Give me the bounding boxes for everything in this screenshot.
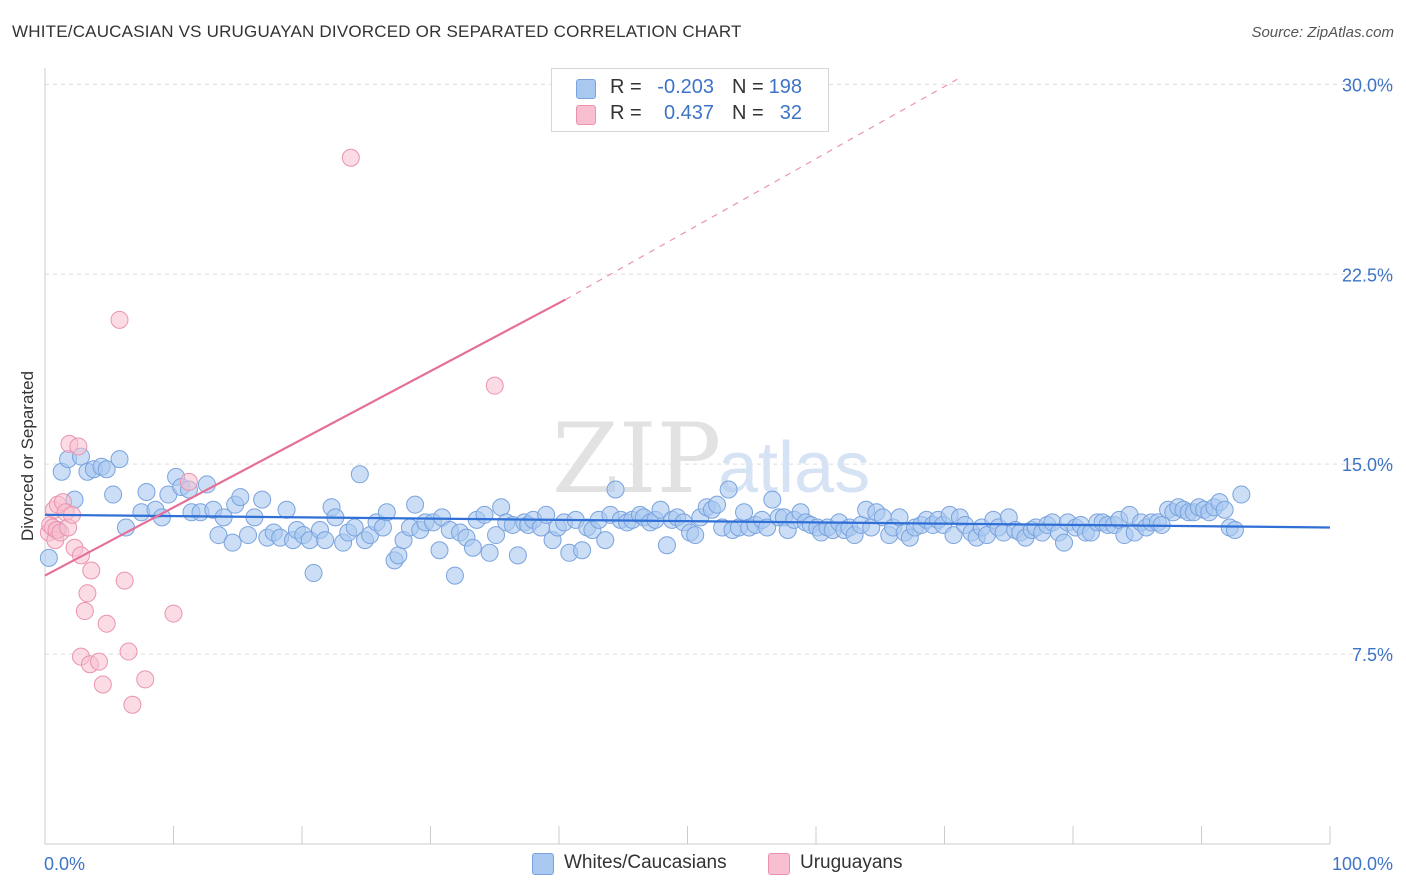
trend-lines <box>44 78 1331 577</box>
legend-n-label: N = <box>732 102 764 124</box>
point-whites-caucasians <box>39 548 58 567</box>
point-uruguayans <box>97 614 116 633</box>
point-whites-caucasians <box>475 505 494 524</box>
point-whites-caucasians <box>104 485 123 504</box>
point-whites-caucasians <box>239 526 258 545</box>
point-uruguayans <box>179 472 198 491</box>
point-whites-caucasians <box>110 450 129 469</box>
watermark-zip: ZIP <box>552 403 721 515</box>
point-uruguayans <box>341 148 360 167</box>
point-uruguayans <box>89 652 108 671</box>
point-whites-caucasians <box>487 526 506 545</box>
point-whites-caucasians <box>389 546 408 565</box>
legend-r-value: 0.437 <box>663 102 714 124</box>
point-uruguayans <box>123 695 142 714</box>
point-whites-caucasians <box>137 483 156 502</box>
point-whites-caucasians <box>463 538 482 557</box>
point-whites-caucasians <box>253 490 272 509</box>
bottom-legend-label-uruguayans: Uruguayans <box>800 852 903 873</box>
point-whites-caucasians <box>277 500 296 519</box>
legend-swatch-pink <box>576 105 596 125</box>
point-uruguayans <box>110 310 129 329</box>
legend-r-value: -0.203 <box>657 76 714 98</box>
trend-line-uruguayans <box>44 298 566 577</box>
point-whites-caucasians <box>350 465 369 484</box>
y-tick-label: 22.5% <box>1342 265 1393 285</box>
point-whites-caucasians <box>430 541 449 560</box>
point-uruguayans <box>78 584 97 603</box>
point-whites-caucasians <box>209 526 228 545</box>
point-uruguayans <box>75 602 94 621</box>
point-whites-caucasians <box>223 533 242 552</box>
point-uruguayans <box>82 561 101 580</box>
axes <box>44 68 1331 845</box>
chart-title: WHITE/CAUCASIAN VS URUGUAYAN DIVORCED OR… <box>12 22 742 41</box>
bottom-legend-swatch-blue <box>532 853 554 875</box>
bottom-legend-label-whites: Whites/Caucasians <box>564 852 727 873</box>
point-whites-caucasians <box>651 500 670 519</box>
point-whites-caucasians <box>1232 485 1251 504</box>
point-whites-caucasians <box>373 518 392 537</box>
watermark: ZIP atlas <box>552 403 870 515</box>
point-whites-caucasians <box>508 546 527 565</box>
legend-r-label: R = <box>610 76 642 98</box>
point-whites-caucasians <box>316 531 335 550</box>
point-whites-caucasians <box>606 480 625 499</box>
point-whites-caucasians <box>1225 521 1244 540</box>
point-whites-caucasians <box>596 531 615 550</box>
point-whites-caucasians <box>377 503 396 522</box>
point-whites-caucasians <box>719 480 738 499</box>
point-whites-caucasians <box>763 490 782 509</box>
point-uruguayans <box>93 675 112 694</box>
correlation-legend: R = -0.203 N = 198 R = 0.437 N = 32 <box>551 68 829 132</box>
point-whites-caucasians <box>304 564 323 583</box>
point-whites-caucasians <box>758 518 777 537</box>
bottom-legend-swatch-pink <box>768 853 790 875</box>
point-whites-caucasians <box>657 536 676 555</box>
y-tick-label: 7.5% <box>1352 645 1393 665</box>
point-whites-caucasians <box>97 460 116 479</box>
point-uruguayans <box>164 604 183 623</box>
y-tick-labels: 7.5% 15.0% 22.5% 30.0% <box>1342 75 1393 665</box>
point-whites-caucasians <box>573 541 592 560</box>
trend-line-uruguayans-extrapolated <box>565 78 958 301</box>
point-uruguayans <box>115 571 134 590</box>
point-whites-caucasians <box>1215 500 1234 519</box>
point-whites-caucasians <box>708 495 727 514</box>
series-whites-caucasians <box>39 447 1251 585</box>
y-tick-label: 30.0% <box>1342 75 1393 95</box>
point-uruguayans <box>69 437 88 456</box>
legend-n-value: 32 <box>779 102 802 124</box>
point-uruguayans <box>485 376 504 395</box>
legend-n-value: 198 <box>768 76 802 98</box>
legend-r-label: R = <box>610 102 642 124</box>
point-whites-caucasians <box>445 566 464 585</box>
legend-n-label: N = <box>732 76 764 98</box>
point-whites-caucasians <box>231 488 250 507</box>
x-tick-labels: 0.0% 100.0% <box>44 854 1393 874</box>
y-tick-label: 15.0% <box>1342 455 1393 475</box>
point-whites-caucasians <box>944 526 963 545</box>
x-tick-label: 0.0% <box>44 854 85 874</box>
point-uruguayans <box>119 642 138 661</box>
series-uruguayans <box>39 148 504 714</box>
point-whites-caucasians <box>686 526 705 545</box>
trend-line-whites-caucasians <box>44 513 1331 529</box>
point-whites-caucasians <box>345 518 364 537</box>
point-whites-caucasians <box>1055 533 1074 552</box>
point-whites-caucasians <box>406 495 425 514</box>
point-whites-caucasians <box>492 498 511 517</box>
point-whites-caucasians <box>480 543 499 562</box>
source-label: Source: ZipAtlas.com <box>1251 24 1394 41</box>
watermark-atlas: atlas <box>718 428 870 508</box>
grid-lines <box>45 83 1395 655</box>
point-uruguayans <box>136 670 155 689</box>
x-tick-label: 100.0% <box>1332 854 1393 874</box>
y-axis-label: Divorced or Separated <box>18 371 37 541</box>
legend-swatch-blue <box>576 79 596 99</box>
